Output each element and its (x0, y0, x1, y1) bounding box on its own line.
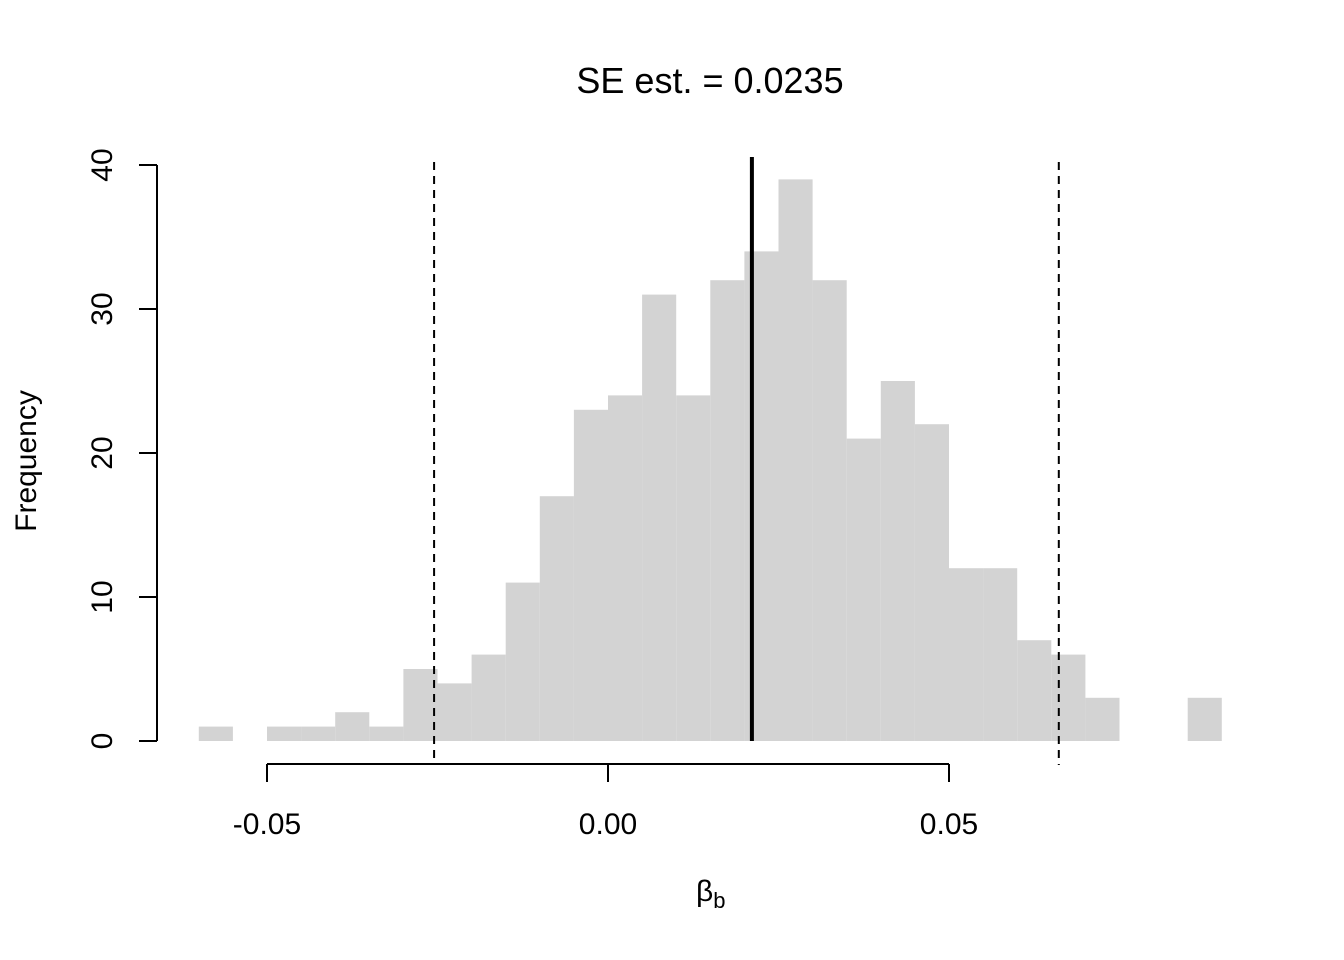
histogram-bar (267, 726, 302, 741)
y-axis: 0 10 20 30 40 (86, 148, 158, 750)
histogram-bar (301, 726, 336, 741)
reference-lines (433, 157, 1060, 765)
histogram-bar (1187, 697, 1222, 741)
histogram-bar (744, 251, 779, 741)
y-tick-label: 10 (86, 580, 119, 613)
x-axis: -0.05 0.00 0.05 (233, 763, 978, 841)
histogram-bar (198, 726, 233, 741)
x-tick-label: 0.00 (579, 808, 637, 841)
histogram-bar (505, 582, 540, 741)
histogram-bar (335, 712, 370, 741)
x-axis-title-subscript: b (713, 888, 725, 913)
histogram-bar (880, 381, 915, 741)
y-tick-label: 40 (86, 148, 119, 181)
x-axis-title-main: β (696, 875, 713, 908)
x-axis-title: βb (696, 875, 726, 913)
y-tick-label: 30 (86, 292, 119, 325)
histogram-bar (676, 395, 711, 741)
histogram-bar (778, 179, 813, 741)
x-tick-label: -0.05 (233, 808, 301, 841)
histogram-bar (983, 568, 1018, 741)
histogram-bar (573, 409, 608, 741)
histogram-bar (608, 395, 643, 741)
y-tick-label: 0 (86, 733, 119, 750)
y-tick-label: 20 (86, 436, 119, 469)
histogram-bar (1051, 654, 1086, 741)
y-axis-title: Frequency (10, 390, 43, 532)
histogram-bar (369, 726, 404, 741)
histogram-bar (914, 424, 949, 741)
histogram-bar (710, 280, 745, 741)
histogram-bars (198, 179, 1222, 741)
chart-title: SE est. = 0.0235 (576, 60, 843, 101)
histogram-bar (1017, 640, 1052, 741)
histogram-bar (812, 280, 847, 741)
histogram-bar (642, 294, 677, 741)
x-tick-label: 0.05 (920, 808, 978, 841)
histogram-bar (949, 568, 984, 741)
histogram-bar (539, 496, 574, 741)
histogram-bar (1085, 697, 1120, 741)
histogram-bar (846, 438, 881, 741)
histogram-bar (403, 669, 438, 741)
histogram-bar (437, 683, 472, 741)
histogram-bar (471, 654, 506, 741)
